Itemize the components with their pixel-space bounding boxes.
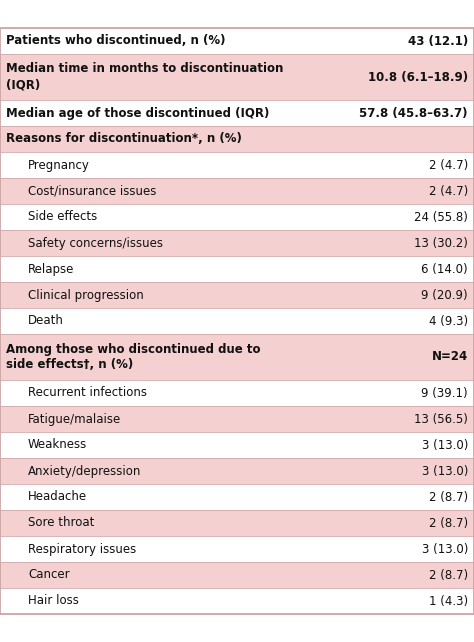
Text: Clinical progression: Clinical progression bbox=[28, 288, 144, 302]
Bar bbox=[0, 54, 474, 100]
Text: 13 (30.2): 13 (30.2) bbox=[414, 236, 468, 250]
Bar bbox=[0, 432, 474, 458]
Text: 43 (12.1): 43 (12.1) bbox=[408, 35, 468, 48]
Text: 2 (8.7): 2 (8.7) bbox=[429, 490, 468, 503]
Text: Weakness: Weakness bbox=[28, 438, 87, 451]
Bar bbox=[0, 334, 474, 380]
Text: Side effects: Side effects bbox=[28, 211, 97, 223]
Text: Relapse: Relapse bbox=[28, 263, 74, 275]
Text: Reasons for discontinuation*, n (%): Reasons for discontinuation*, n (%) bbox=[6, 132, 242, 146]
Bar bbox=[0, 28, 474, 54]
Bar bbox=[0, 536, 474, 562]
Bar bbox=[0, 380, 474, 406]
Text: N=24: N=24 bbox=[432, 351, 468, 363]
Bar bbox=[0, 282, 474, 308]
Bar bbox=[0, 458, 474, 484]
Text: Anxiety/depression: Anxiety/depression bbox=[28, 465, 141, 478]
Text: 10.8 (6.1–18.9): 10.8 (6.1–18.9) bbox=[368, 71, 468, 83]
Text: 2 (4.7): 2 (4.7) bbox=[429, 159, 468, 171]
Text: Median time in months to discontinuation
(IQR): Median time in months to discontinuation… bbox=[6, 62, 283, 92]
Bar bbox=[0, 152, 474, 178]
Text: 24 (55.8): 24 (55.8) bbox=[414, 211, 468, 223]
Text: 2 (4.7): 2 (4.7) bbox=[429, 184, 468, 198]
Text: Cost/insurance issues: Cost/insurance issues bbox=[28, 184, 156, 198]
Bar bbox=[0, 230, 474, 256]
Text: Recurrent infections: Recurrent infections bbox=[28, 386, 147, 399]
Text: Headache: Headache bbox=[28, 490, 87, 503]
Bar bbox=[0, 100, 474, 126]
Bar bbox=[0, 126, 474, 152]
Text: Among those who discontinued due to
side effects†, n (%): Among those who discontinued due to side… bbox=[6, 342, 261, 372]
Text: Respiratory issues: Respiratory issues bbox=[28, 542, 136, 555]
Text: 3 (13.0): 3 (13.0) bbox=[422, 465, 468, 478]
Text: Median age of those discontinued (IQR): Median age of those discontinued (IQR) bbox=[6, 107, 269, 119]
Text: Hair loss: Hair loss bbox=[28, 594, 79, 607]
Bar bbox=[0, 308, 474, 334]
Bar bbox=[0, 588, 474, 614]
Text: Patients who discontinued, n (%): Patients who discontinued, n (%) bbox=[6, 35, 226, 48]
Text: 2 (8.7): 2 (8.7) bbox=[429, 517, 468, 530]
Text: Sore throat: Sore throat bbox=[28, 517, 94, 530]
Text: 9 (39.1): 9 (39.1) bbox=[421, 386, 468, 399]
Text: 1 (4.3): 1 (4.3) bbox=[429, 594, 468, 607]
Bar bbox=[0, 484, 474, 510]
Bar bbox=[0, 406, 474, 432]
Bar bbox=[0, 256, 474, 282]
Text: 2 (8.7): 2 (8.7) bbox=[429, 569, 468, 582]
Text: 13 (56.5): 13 (56.5) bbox=[414, 413, 468, 426]
Text: 9 (20.9): 9 (20.9) bbox=[421, 288, 468, 302]
Text: 6 (14.0): 6 (14.0) bbox=[421, 263, 468, 275]
Text: 3 (13.0): 3 (13.0) bbox=[422, 542, 468, 555]
Text: Safety concerns/issues: Safety concerns/issues bbox=[28, 236, 163, 250]
Bar bbox=[0, 562, 474, 588]
Text: Cancer: Cancer bbox=[28, 569, 70, 582]
Text: Death: Death bbox=[28, 315, 64, 327]
Text: 4 (9.3): 4 (9.3) bbox=[429, 315, 468, 327]
Text: Pregnancy: Pregnancy bbox=[28, 159, 90, 171]
Bar bbox=[0, 178, 474, 204]
Text: 57.8 (45.8–63.7): 57.8 (45.8–63.7) bbox=[359, 107, 468, 119]
Bar bbox=[0, 204, 474, 230]
Bar bbox=[0, 510, 474, 536]
Text: 3 (13.0): 3 (13.0) bbox=[422, 438, 468, 451]
Text: Fatigue/malaise: Fatigue/malaise bbox=[28, 413, 121, 426]
